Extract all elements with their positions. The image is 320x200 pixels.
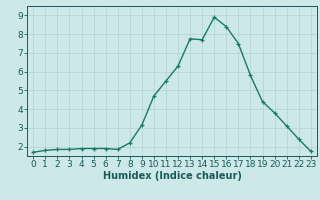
X-axis label: Humidex (Indice chaleur): Humidex (Indice chaleur) bbox=[103, 171, 241, 181]
